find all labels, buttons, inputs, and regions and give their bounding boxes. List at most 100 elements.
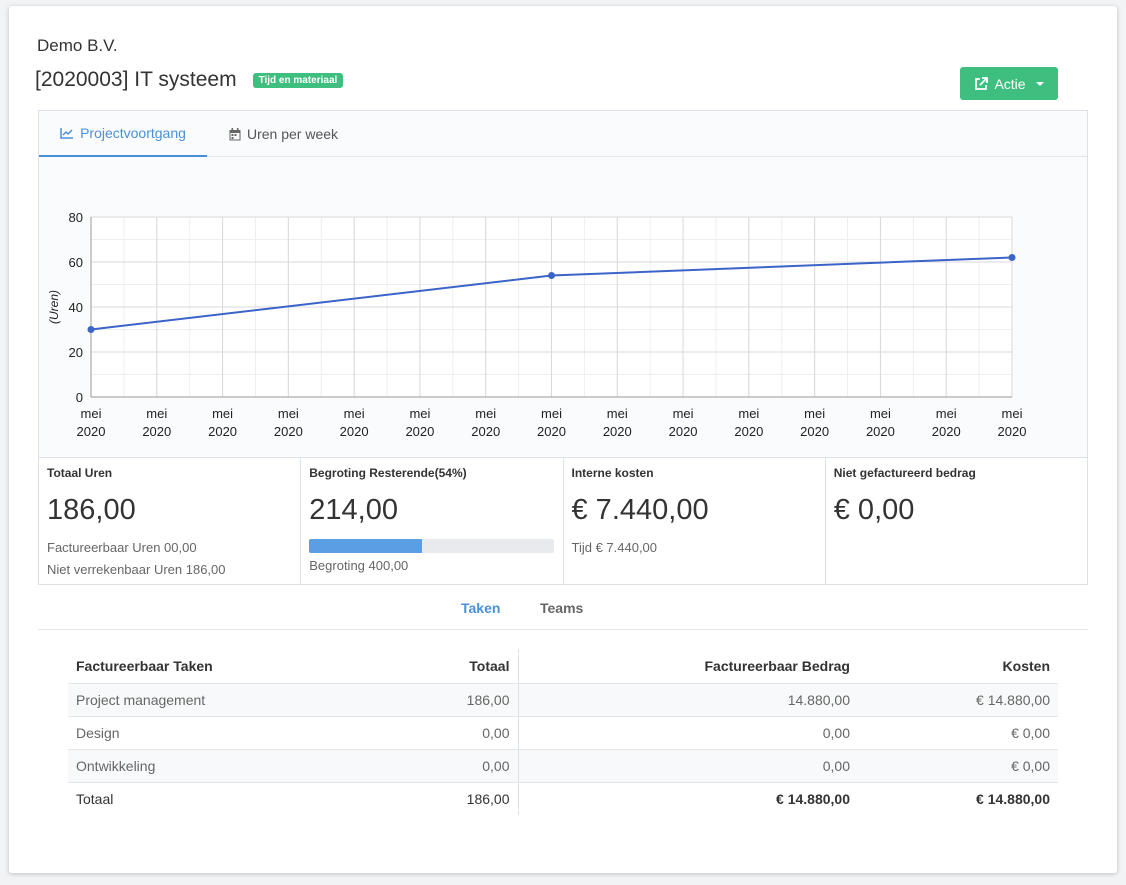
data-point xyxy=(1008,254,1016,261)
tab-uren-per-week[interactable]: Uren per week xyxy=(229,111,338,157)
x-tick-label: 2020 xyxy=(340,424,369,439)
stat-sub: Tijd € 7.440,00 xyxy=(571,540,658,555)
stat-sub: Begroting 400,00 xyxy=(309,558,409,573)
chart-tabs: Projectvoortgang Uren per week xyxy=(39,111,1087,157)
title-row: [2020003] IT systeem Tijd en materiaal xyxy=(35,68,344,92)
x-tick-label: 2020 xyxy=(537,424,566,439)
stat-totaal-uren: Totaal Uren 186,00 Factureerbaar Uren 00… xyxy=(39,458,302,585)
tab-label: Uren per week xyxy=(247,126,339,142)
x-tick-label: mei xyxy=(146,406,167,421)
total-label: Totaal xyxy=(76,790,114,807)
x-tick-label: 2020 xyxy=(866,424,895,439)
task-name: Design xyxy=(68,716,458,750)
stat-interne-kosten: Interne kosten € 7.440,00 Tijd € 7.440,0… xyxy=(564,458,826,585)
stats-row: Totaal Uren 186,00 Factureerbaar Uren 00… xyxy=(39,457,1087,585)
stat-label: Interne kosten xyxy=(571,466,654,480)
x-tick-label: mei xyxy=(607,406,628,421)
chart-line-icon xyxy=(60,128,74,139)
x-tick-label: mei xyxy=(738,406,759,421)
external-link-icon xyxy=(975,76,989,90)
budget-progress-bar xyxy=(309,539,555,553)
data-point xyxy=(548,272,555,279)
chart-area: 0 20 40 60 80 mei 2020 mei 2020 mei 2020 mei 2020 mei… xyxy=(39,157,1087,457)
tab-taken[interactable]: Taken xyxy=(461,600,501,616)
progress-panel: Projectvoortgang Uren per week 0 20 40 60 80… xyxy=(38,110,1088,585)
x-tick-label: 2020 xyxy=(800,424,829,439)
stat-value: 214,00 xyxy=(309,494,398,526)
task-amount: 0,00 xyxy=(518,749,858,783)
x-tick-label: mei xyxy=(409,406,430,421)
stat-sub: Niet verrekenbaar Uren 186,00 xyxy=(47,562,226,577)
tab-label: Projectvoortgang xyxy=(80,125,186,141)
page-title: [2020003] IT systeem xyxy=(35,68,237,91)
y-tick-label: 0 xyxy=(76,390,83,405)
x-tick-label: 2020 xyxy=(405,424,434,439)
table-header-row: Factureerbaar Taken Totaal Factureerbaar… xyxy=(68,649,1058,684)
task-total: 0,00 xyxy=(458,716,519,750)
stat-label: Niet gefactureerd bedrag xyxy=(833,466,976,480)
x-tick-label: mei xyxy=(344,406,365,421)
task-amount: 0,00 xyxy=(518,716,858,750)
column-header: Kosten xyxy=(858,649,1058,684)
stat-niet-gefactureerd: Niet gefactureerd bedrag € 0,00 xyxy=(826,458,1087,585)
x-tick-label: 2020 xyxy=(669,424,698,439)
x-tick-label: 2020 xyxy=(142,424,171,439)
task-amount: 14.880,00 xyxy=(518,683,858,717)
tab-projectvoortgang[interactable]: Projectvoortgang xyxy=(39,111,207,157)
action-button[interactable]: Actie xyxy=(960,67,1058,100)
y-axis-label: (Uren) xyxy=(47,290,61,324)
total-amount: € 14.880,00 xyxy=(776,790,850,807)
task-name: Ontwikkeling xyxy=(68,749,458,783)
type-badge: Tijd en materiaal xyxy=(252,72,344,88)
stat-sub: Factureerbaar Uren 00,00 xyxy=(47,540,197,555)
x-tick-label: mei xyxy=(673,406,694,421)
column-header: Factureerbaar Bedrag xyxy=(518,649,858,684)
sub-tabs: Taken Teams xyxy=(38,592,1088,630)
x-tick-label: 2020 xyxy=(603,424,632,439)
stat-begroting: Begroting Resterende(54%) 214,00 Begroti… xyxy=(301,458,564,585)
x-tick-label: mei xyxy=(278,406,299,421)
x-tick-label: 2020 xyxy=(77,424,106,439)
x-tick-label: mei xyxy=(81,406,102,421)
calendar-icon xyxy=(229,127,241,140)
stat-value: 186,00 xyxy=(47,494,136,526)
x-tick-label: mei xyxy=(541,406,562,421)
column-header: Factureerbaar Taken xyxy=(68,649,458,684)
tab-teams[interactable]: Teams xyxy=(540,600,584,616)
table-total-row: Totaal 186,00 € 14.880,00 € 14.880,00 xyxy=(68,782,1058,815)
x-tick-label: mei xyxy=(870,406,891,421)
x-tick-label: mei xyxy=(475,406,496,421)
x-tick-label: mei xyxy=(804,406,825,421)
table-row[interactable]: Ontwikkeling 0,00 0,00 € 0,00 xyxy=(68,749,1058,783)
x-tick-label: 2020 xyxy=(998,424,1027,439)
x-tick-label: 2020 xyxy=(208,424,237,439)
x-tick-label: 2020 xyxy=(471,424,500,439)
progress-chart: 0 20 40 60 80 mei 2020 mei 2020 mei 2020 mei 2020 mei… xyxy=(47,210,1027,439)
company-name: Demo B.V. xyxy=(37,36,118,55)
table-row[interactable]: Design 0,00 0,00 € 0,00 xyxy=(68,716,1058,750)
x-tick-label: 2020 xyxy=(932,424,961,439)
x-tick-label: 2020 xyxy=(274,424,303,439)
task-total: 186,00 xyxy=(458,683,519,717)
stat-value: € 0,00 xyxy=(833,494,915,526)
stat-label: Totaal Uren xyxy=(47,466,113,480)
task-cost: € 0,00 xyxy=(858,716,1058,750)
stat-label: Begroting Resterende(54%) xyxy=(309,466,467,480)
tasks-table: Factureerbaar Taken Totaal Factureerbaar… xyxy=(68,649,1058,815)
x-tick-label: mei xyxy=(1002,406,1023,421)
y-tick-label: 20 xyxy=(69,345,83,360)
task-cost: € 14.880,00 xyxy=(858,683,1058,717)
table-row[interactable]: Project management 186,00 14.880,00 € 14… xyxy=(68,683,1058,717)
x-tick-label: mei xyxy=(212,406,233,421)
caret-down-icon xyxy=(1035,81,1044,86)
y-tick-label: 80 xyxy=(69,210,83,225)
total-cost: € 14.880,00 xyxy=(976,790,1050,807)
task-total: 0,00 xyxy=(458,749,519,783)
data-point xyxy=(87,326,95,333)
y-tick-label: 40 xyxy=(69,300,83,315)
stat-value: € 7.440,00 xyxy=(571,494,709,526)
column-header: Totaal xyxy=(458,649,519,684)
task-name: Project management xyxy=(68,683,458,717)
x-tick-label: 2020 xyxy=(734,424,763,439)
budget-progress-fill xyxy=(309,539,422,553)
